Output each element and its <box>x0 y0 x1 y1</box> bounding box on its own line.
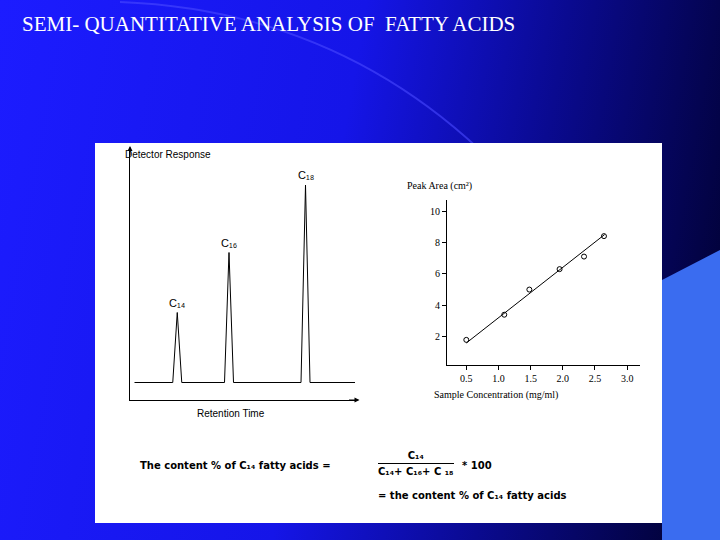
svg-text:C₁₆: C₁₆ <box>221 237 237 249</box>
html-text:= the content % of C₁₄ fatty a: = the content % of C₁₄ fatty acids <box>378 490 567 501</box>
svg-text:4: 4 <box>435 300 440 311</box>
svg-text:1.0: 1.0 <box>492 373 505 384</box>
html-text:C₁₄+ C₁₆+ C ₁₈: C₁₄+ C₁₆+ C ₁₈ <box>378 466 454 477</box>
svg-text:3.0: 3.0 <box>621 373 634 384</box>
svg-text:6: 6 <box>435 268 440 279</box>
svg-text:Sample Concentration (mg/ml): Sample Concentration (mg/ml) <box>434 389 558 401</box>
svg-text:2.5: 2.5 <box>589 373 602 384</box>
svg-text:C₁₄: C₁₄ <box>169 297 186 309</box>
svg-text:8: 8 <box>435 237 440 248</box>
svg-text:2: 2 <box>435 331 440 342</box>
html-text:* 100: * 100 <box>462 460 492 471</box>
svg-text:0.5: 0.5 <box>460 373 473 384</box>
html-text:SEMI- QUANTITATIVE ANALYSIS OF: SEMI- QUANTITATIVE ANALYSIS OF FATTY ACI… <box>22 12 516 36</box>
svg-text:2.0: 2.0 <box>557 373 570 384</box>
svg-text:Detector Response: Detector Response <box>125 149 211 160</box>
svg-text:10: 10 <box>430 206 440 217</box>
svg-text:Peak Area (cm²): Peak Area (cm²) <box>407 180 472 192</box>
html-text:C₁₄: C₁₄ <box>407 450 424 461</box>
svg-text:1.5: 1.5 <box>524 373 537 384</box>
svg-text:Retention Time: Retention Time <box>197 408 265 419</box>
html-text:The content % of C₁₄ fatty aci: The content % of C₁₄ fatty acids = <box>140 460 331 471</box>
svg-text:C₁₈: C₁₈ <box>298 169 314 181</box>
